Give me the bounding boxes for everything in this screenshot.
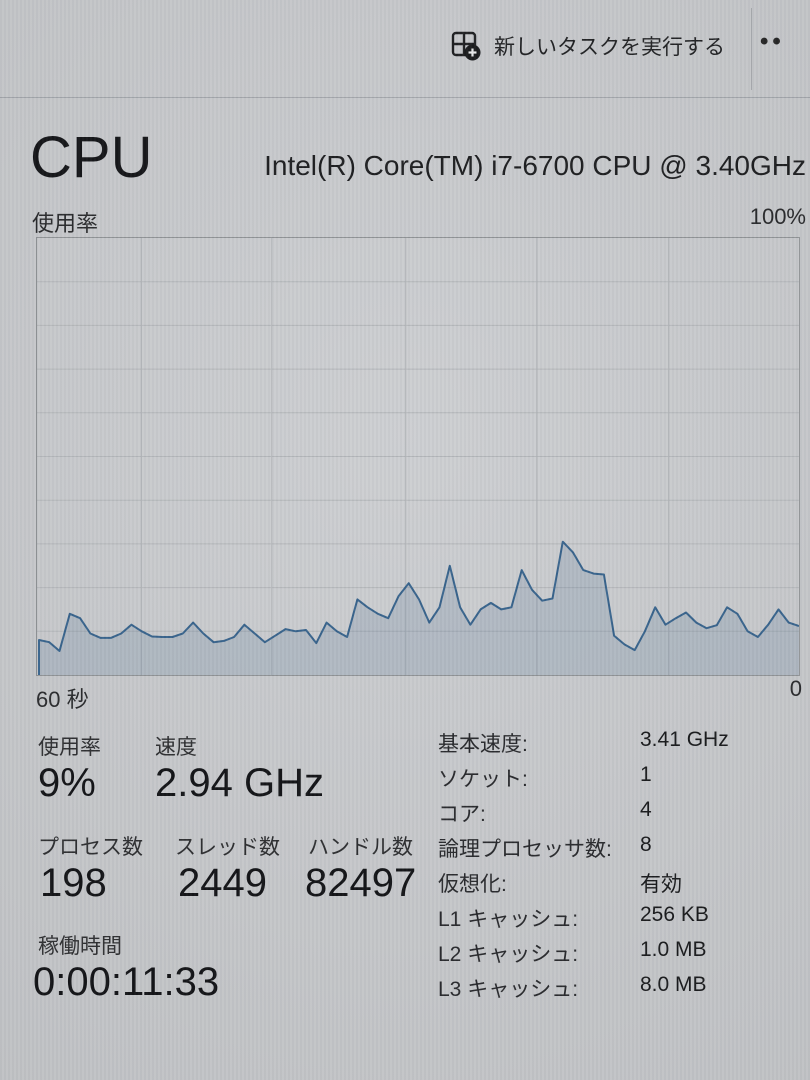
uptime-label: 稼働時間	[38, 935, 122, 958]
l3-cache-label: L3 キャッシュ:	[438, 978, 579, 1001]
usage-label: 使用率	[38, 736, 101, 759]
speed-label: 速度	[155, 736, 197, 759]
virtualization-value: 有効	[640, 873, 682, 896]
l3-cache-value: 8.0 MB	[640, 973, 707, 996]
page-title: CPU	[30, 125, 153, 190]
chart-max-percent-label: 100%	[749, 204, 806, 229]
chart-zero-label: 0	[789, 676, 802, 701]
virtualization-label: 仮想化:	[438, 873, 507, 896]
base-speed-label: 基本速度:	[438, 733, 528, 756]
processes-label: プロセス数	[38, 836, 143, 859]
sockets-label: ソケット:	[438, 768, 528, 791]
cpu-usage-graph	[37, 238, 799, 675]
run-new-task-label: 新しいタスクを実行する	[494, 36, 725, 59]
chart-usage-label: 使用率	[32, 211, 99, 236]
base-speed-value: 3.41 GHz	[640, 728, 729, 751]
chart-time-span-label: 60 秒	[36, 687, 89, 712]
logical-processors-label: 論理プロセッサ数:	[438, 838, 612, 861]
toolbar-separator-line	[0, 97, 810, 98]
usage-value: 9%	[38, 761, 96, 805]
run-new-task-button[interactable]: 新しいタスクを実行する	[444, 22, 731, 70]
cores-label: コア:	[438, 803, 486, 826]
l2-cache-value: 1.0 MB	[640, 938, 707, 961]
cpu-usage-chart[interactable]	[36, 237, 800, 676]
more-options-button[interactable]: ••	[756, 26, 789, 58]
processor-name: Intel(R) Core(TM) i7-6700 CPU @ 3.40GHz	[264, 150, 806, 181]
processes-value: 198	[40, 861, 107, 905]
cores-value: 4	[640, 798, 652, 821]
threads-label: スレッド数	[175, 836, 280, 859]
handles-label: ハンドル数	[308, 836, 413, 859]
l2-cache-label: L2 キャッシュ:	[438, 943, 579, 966]
speed-value: 2.94 GHz	[155, 761, 324, 805]
sockets-value: 1	[640, 763, 652, 786]
logical-processors-value: 8	[640, 833, 652, 856]
threads-value: 2449	[178, 861, 267, 905]
l1-cache-label: L1 キャッシュ:	[438, 908, 579, 931]
handles-value: 82497	[305, 861, 417, 905]
new-task-icon	[450, 30, 482, 62]
toolbar-divider	[751, 8, 752, 90]
l1-cache-value: 256 KB	[640, 903, 709, 926]
uptime-value: 0:00:11:33	[33, 960, 220, 1004]
